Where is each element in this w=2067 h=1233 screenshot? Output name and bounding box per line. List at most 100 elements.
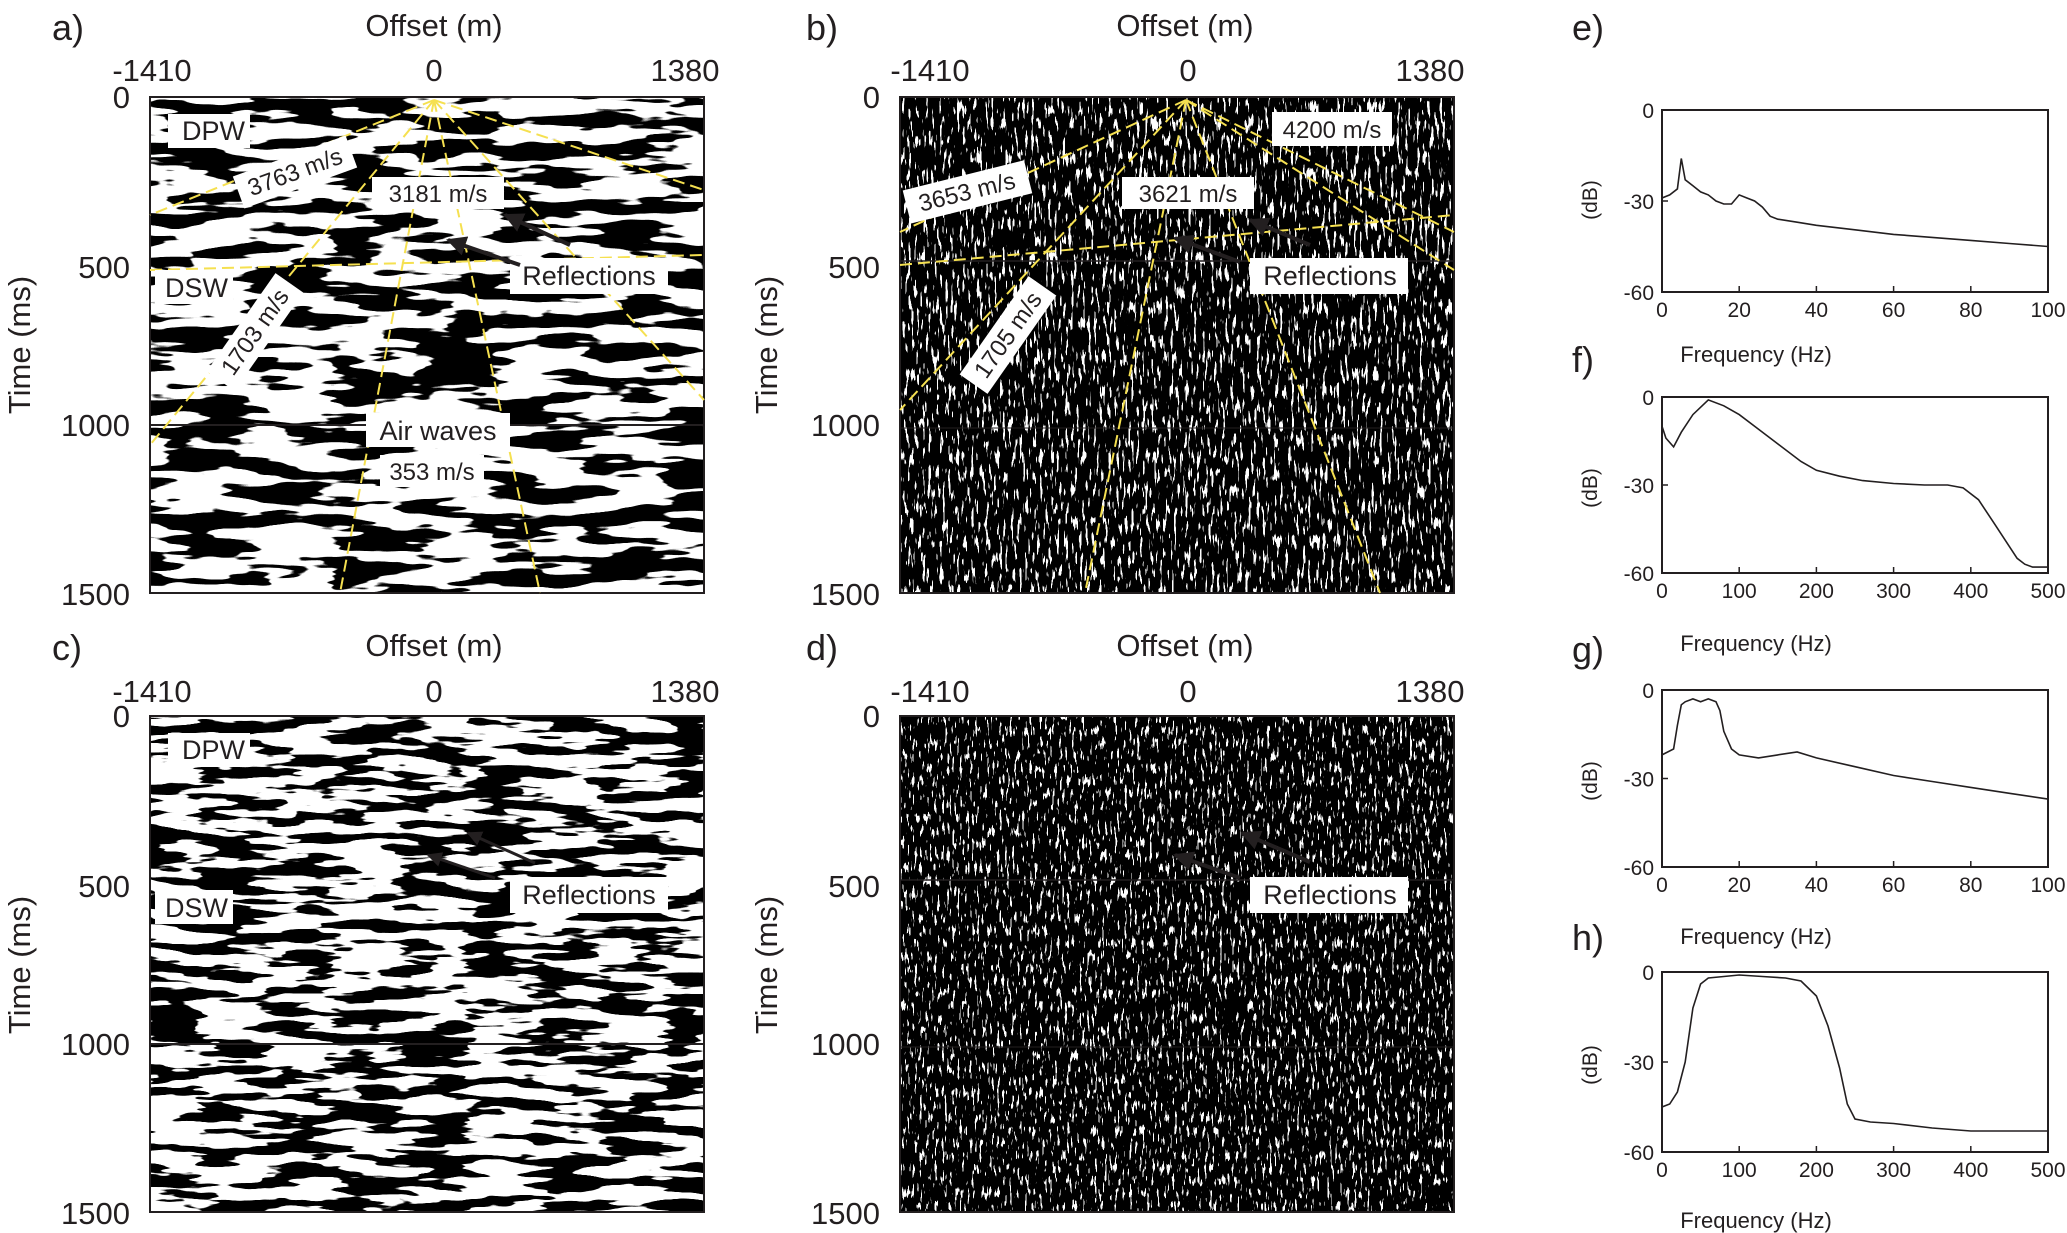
arrows-b [1173, 217, 1311, 264]
spectrum-xtick-f-0: 0 [1656, 580, 1668, 603]
ylabel-g: (dB) [1579, 761, 1602, 801]
spectrum-line-h [1661, 974, 2048, 1132]
spectrum-xtick-h-0: 0 [1656, 1159, 1668, 1182]
xtick-b-mid: 0 [1179, 53, 1196, 88]
gather-panel-d: d) Offset (m) -1410 0 1380 0 500 1000 15… [749, 627, 1464, 1231]
panel-label-g: g) [1572, 629, 1604, 670]
annot-b-3621: 3621 m/s [1139, 181, 1238, 208]
ytick-c-1000: 1000 [61, 1027, 130, 1062]
xtick-c-left: -1410 [112, 674, 191, 709]
xtick-a-right: 1380 [651, 53, 720, 88]
xlabel-d: Offset (m) [1116, 628, 1253, 663]
xtick-b-right: 1380 [1396, 53, 1465, 88]
xlabel-c: Offset (m) [365, 628, 502, 663]
spectrum-xtick-e-3: 60 [1882, 299, 1905, 322]
xtick-d-left: -1410 [890, 674, 969, 709]
spectrum-line-g [1661, 698, 2049, 800]
ytick-d-1500: 1500 [811, 1196, 880, 1231]
spectrum-ytick-h-0: 0 [1642, 962, 1654, 985]
ytick-a-0: 0 [113, 80, 130, 115]
spectrum-xtick-g-1: 20 [1728, 874, 1751, 897]
spectrum-xtick-h-4: 400 [1953, 1159, 1988, 1182]
annot-b-4200: 4200 m/s [1283, 117, 1382, 144]
spectrum-ytick-f-0: 0 [1642, 387, 1654, 410]
spectrum-ytick-g-2: -60 [1624, 857, 1654, 880]
xtick-d-mid: 0 [1179, 674, 1196, 709]
ytick-c-500: 500 [78, 869, 130, 904]
spectrum-xtick-h-1: 100 [1722, 1159, 1757, 1182]
xlabel-h: Frequency (Hz) [1680, 1208, 1832, 1233]
frame-d [899, 715, 1455, 1213]
annot-c-dpw: DPW [182, 735, 246, 765]
frame-c [149, 715, 705, 1213]
spectrum-ytick-g-1: -30 [1624, 769, 1654, 792]
annot-a-reflections: Reflections [522, 261, 656, 291]
xlabel-g: Frequency (Hz) [1680, 924, 1832, 949]
seismic-image-c [150, 716, 704, 1212]
ytick-b-1500: 1500 [811, 577, 880, 612]
spectrum-xtick-e-4: 80 [1959, 299, 1982, 322]
ytick-d-500: 500 [828, 869, 880, 904]
annot-a-3181: 3181 m/s [389, 181, 488, 208]
xtick-d-right: 1380 [1396, 674, 1465, 709]
ylabel-e: (dB) [1579, 180, 1602, 220]
frame-a [149, 96, 705, 594]
spectrum-frame-f [1661, 396, 2049, 574]
seismic-image-d [900, 716, 1454, 1212]
ytick-b-1000: 1000 [811, 408, 880, 443]
spectrum-frame-g [1661, 689, 2049, 868]
panel-label-d: d) [806, 627, 838, 668]
spectra-group: e) (dB) Frequency (Hz) f) (dB) Frequency… [1572, 7, 2066, 1233]
frame-b [899, 96, 1455, 594]
panel-label-c: c) [52, 627, 82, 668]
panel-label-b: b) [806, 7, 838, 48]
panel-label-h: h) [1572, 917, 1604, 958]
spectrum-xtick-f-5: 500 [2030, 580, 2065, 603]
ylabel-d: Time (ms) [749, 896, 784, 1034]
ytick-a-1500: 1500 [61, 577, 130, 612]
annot-d-reflections: Reflections [1263, 880, 1397, 910]
ylabel-c: Time (ms) [2, 896, 37, 1034]
spectrum-ytick-e-1: -30 [1624, 191, 1654, 214]
spectrum-panel-e: e) (dB) Frequency (Hz) [1572, 7, 1832, 367]
spectrum-panel-h: h) (dB) Frequency (Hz) [1572, 917, 1832, 1233]
spectrum-xtick-f-1: 100 [1722, 580, 1757, 603]
gather-panel-c: c) Offset (m) -1410 0 1380 0 500 1000 15… [2, 627, 719, 1231]
gather-panel-a: a) Offset (m) -1410 0 1380 0 500 1000 15… [2, 7, 719, 612]
annot-a-airwaves: Air waves [379, 416, 496, 446]
spectrum-ytick-h-1: -30 [1624, 1052, 1654, 1075]
ytick-b-500: 500 [828, 250, 880, 285]
spectrum-xtick-f-4: 400 [1953, 580, 1988, 603]
spectrum-frame-e [1661, 109, 2049, 293]
spectrum-ytick-f-1: -30 [1624, 475, 1654, 498]
spectrum-xtick-f-2: 200 [1799, 580, 1834, 603]
xlabel-e: Frequency (Hz) [1680, 342, 1832, 367]
arrows-c [426, 831, 536, 880]
xtick-b-left: -1410 [890, 53, 969, 88]
xlabel-a: Offset (m) [365, 8, 502, 43]
annot-a-353: 353 m/s [389, 459, 474, 486]
panel-label-f: f) [1572, 339, 1594, 380]
xtick-a-mid: 0 [425, 53, 442, 88]
spectrum-ytick-g-0: 0 [1642, 680, 1654, 703]
ytick-a-500: 500 [78, 250, 130, 285]
arrows-a [446, 213, 571, 267]
xtick-c-right: 1380 [651, 674, 720, 709]
ylabel-h: (dB) [1579, 1045, 1602, 1085]
annot-c-dsw: DSW [165, 893, 229, 923]
spectrum-line-e [1661, 158, 2049, 248]
spectrum-ytick-e-0: 0 [1642, 100, 1654, 123]
spectrum-xtick-e-1: 20 [1728, 299, 1751, 322]
arrows-d [1173, 830, 1311, 880]
spectrum-xtick-g-5: 100 [2030, 874, 2065, 897]
ylabel-f: (dB) [1579, 468, 1602, 508]
xlabel-b: Offset (m) [1116, 8, 1253, 43]
xtick-c-mid: 0 [425, 674, 442, 709]
spectrum-ytick-e-2: -60 [1624, 282, 1654, 305]
panel-label-a: a) [52, 7, 84, 48]
spectrum-xtick-e-2: 40 [1805, 299, 1828, 322]
spectrum-xtick-f-3: 300 [1876, 580, 1911, 603]
ytick-d-1000: 1000 [811, 1027, 880, 1062]
ytick-c-0: 0 [113, 699, 130, 734]
